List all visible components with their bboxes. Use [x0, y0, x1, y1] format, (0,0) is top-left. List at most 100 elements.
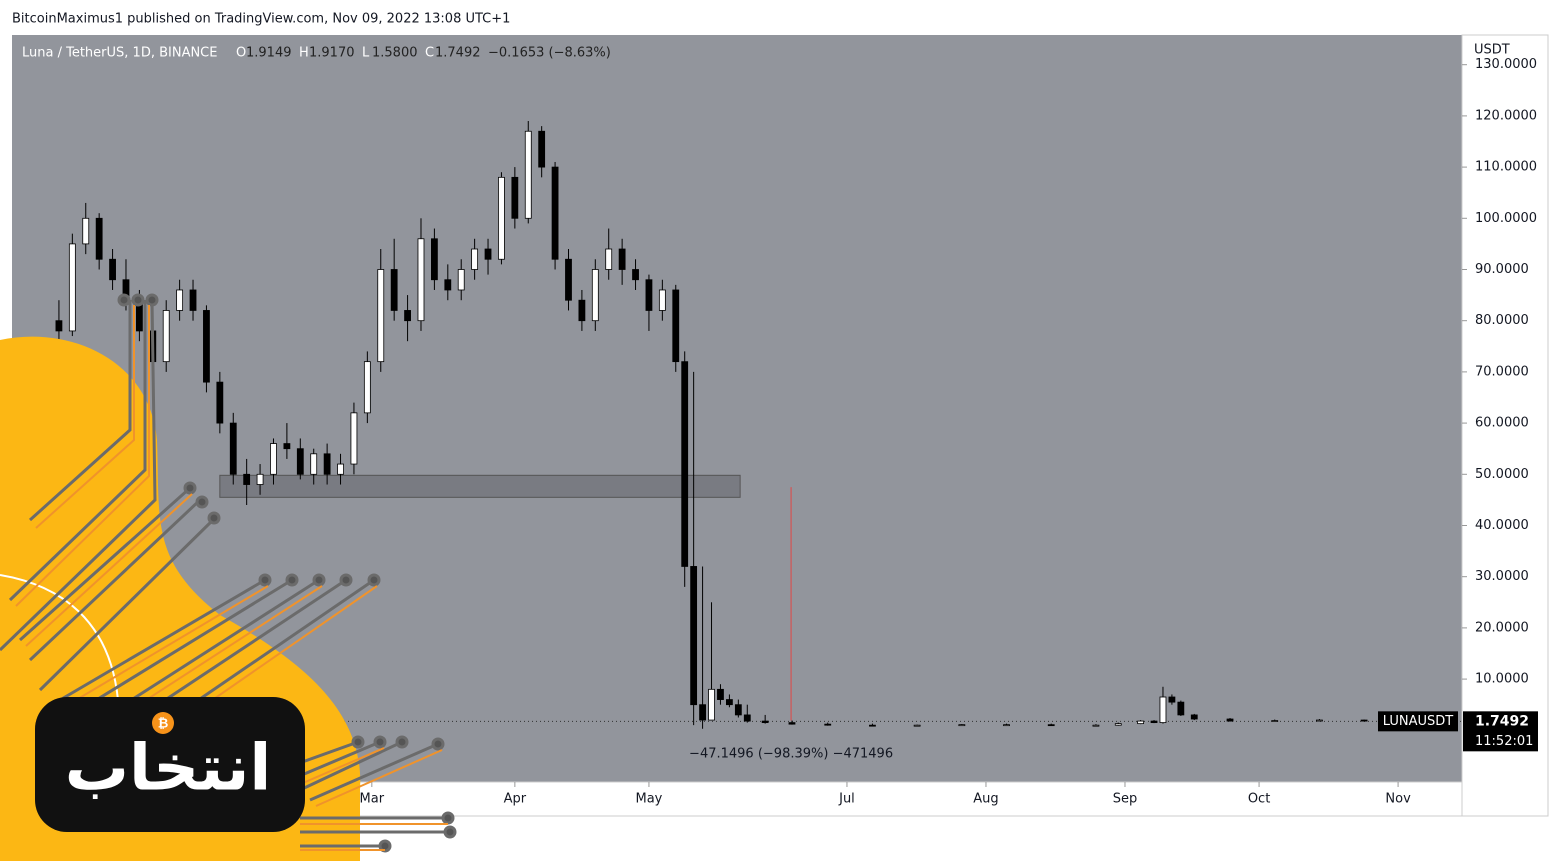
candle-body [645, 279, 653, 311]
candle-body [726, 699, 733, 706]
price-axis [1461, 34, 1549, 817]
candle-body [270, 443, 277, 475]
candle-body [708, 688, 715, 721]
candle-body [788, 722, 796, 725]
candle-body [565, 258, 572, 301]
logo-badge [35, 697, 305, 832]
candle-body [1190, 714, 1198, 720]
y-tick-label: 40.0000 [1475, 518, 1529, 533]
x-tick-label: Apr [504, 792, 527, 807]
support-zone [219, 474, 741, 498]
candle-body [243, 473, 251, 485]
candle-body [82, 217, 90, 245]
circuit-orange [15, 305, 448, 851]
y-tick-label: 90.0000 [1475, 262, 1529, 277]
y-tick-label: 50.0000 [1475, 467, 1529, 482]
y-tick-label: 110.0000 [1475, 160, 1537, 175]
candle-body [323, 453, 331, 475]
x-tick-label: Jul [838, 792, 855, 807]
candle-body [109, 258, 116, 281]
y-tick-label: 20.0000 [1475, 620, 1529, 635]
candle-body [1168, 696, 1176, 703]
candle-body [511, 176, 519, 219]
symbol: Luna / TetherUS, 1D, BINANCE [22, 46, 217, 61]
candle-body [283, 443, 291, 450]
candle-body [690, 566, 698, 706]
measure-label: −47.1496 (−98.39%) −471496 [689, 747, 893, 762]
candle-body [743, 714, 751, 722]
ticker-box [1378, 711, 1458, 732]
x-tick-label: Mar [360, 792, 385, 807]
candle-body [68, 243, 76, 332]
ohlc-value: 1.7492 [435, 46, 481, 61]
candle-body [498, 176, 505, 260]
candle-body [310, 453, 318, 475]
watermark-logo: ₿ انتخاب [0, 293, 457, 861]
candle-body [417, 238, 425, 322]
candle-body [658, 289, 666, 311]
last-price-label: 1.7492 [1475, 713, 1529, 729]
candle-body [632, 269, 639, 281]
change: −0.1653 (−8.63%) [488, 46, 611, 61]
candle-body [337, 463, 344, 475]
circuit-grey [0, 293, 457, 853]
candle-body [1177, 701, 1185, 716]
candle-body [618, 248, 626, 270]
candle-body [551, 166, 559, 260]
bitcoin-icon [152, 712, 174, 734]
candle-body [176, 289, 184, 311]
candle-body [390, 269, 398, 311]
candle-body [216, 381, 224, 424]
candle-body [672, 289, 680, 363]
candle-body [471, 248, 479, 270]
candle-body [189, 289, 197, 311]
candle-body [681, 361, 689, 567]
y-tick-label: 130.0000 [1475, 57, 1537, 72]
candle-body [229, 422, 237, 475]
price-box [1463, 711, 1538, 752]
x-tick-label: Sep [1113, 792, 1138, 807]
candle-body [958, 724, 966, 727]
y-tick-label: 100.0000 [1475, 211, 1537, 226]
y-tick-label: 80.0000 [1475, 313, 1529, 328]
candle-body [1003, 724, 1010, 727]
candle-body [1271, 720, 1279, 722]
candle-body [377, 269, 385, 363]
candle-body [203, 310, 210, 383]
ohlc-letter: O [236, 46, 246, 61]
x-tick-label: May [635, 792, 662, 807]
x-tick-label: Oct [1248, 792, 1270, 807]
ohlc-letter: H [299, 46, 309, 61]
bitcoin-symbol: ₿ [158, 717, 169, 732]
y-tick-label: 60.0000 [1475, 416, 1529, 431]
candle-body [869, 724, 876, 727]
candle-body [1092, 724, 1100, 727]
candle-body [824, 723, 832, 726]
candle-body [699, 704, 706, 721]
candle-body [717, 688, 724, 700]
y-tick-label: 120.0000 [1475, 108, 1537, 123]
candle-body [1114, 723, 1122, 726]
logo-text: انتخاب [65, 732, 272, 806]
candle-body [457, 269, 465, 291]
candle-body [444, 279, 452, 291]
candle-body [734, 704, 742, 716]
countdown: 11:52:01 [1475, 734, 1533, 749]
candle-body [1159, 696, 1167, 724]
candle-body [256, 473, 264, 485]
candle-body [55, 320, 63, 332]
ohlc-value: 1.5800 [372, 46, 418, 61]
candle-body [591, 269, 599, 322]
ohlc-value: 1.9170 [309, 46, 355, 61]
ticker: LUNAUSDT [1383, 714, 1454, 729]
candle-body [1316, 719, 1323, 722]
candle-body [605, 248, 613, 270]
candle-body [913, 724, 921, 727]
candle-body [296, 448, 304, 475]
candle-body [1150, 720, 1158, 724]
candle-body [350, 412, 358, 465]
candle-body [538, 130, 546, 168]
candle-body [1047, 724, 1055, 727]
candle-body [363, 361, 371, 414]
candle-body [430, 238, 438, 281]
